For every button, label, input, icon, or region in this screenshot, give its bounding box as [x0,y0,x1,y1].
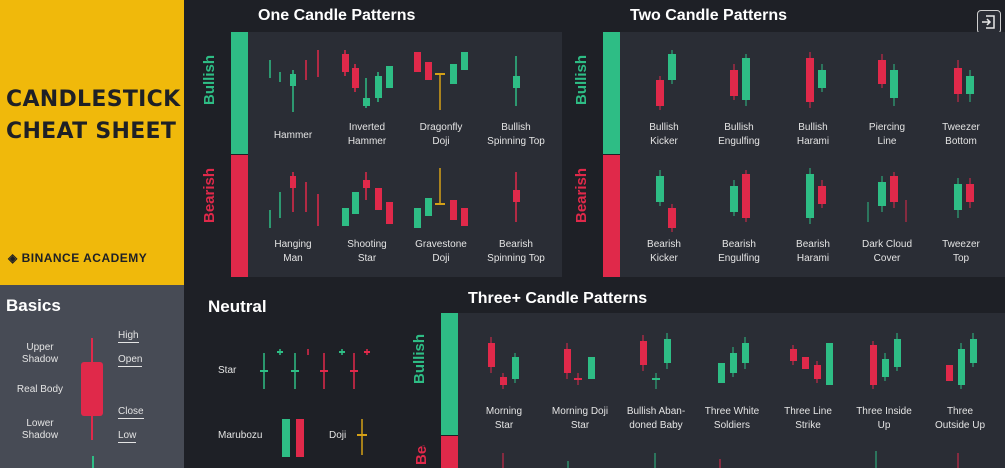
lower-shadow-label: Lower Shadow [21,418,59,441]
one-candle-bullish-label: Bullish [201,54,218,105]
morning-doji-star-candles [564,343,595,385]
three-candle-candles [488,333,977,468]
three-white-soldiers-candles [718,337,749,383]
two-candle-bearish-tab [603,155,620,277]
three-candle-bearish-label: Bearish [413,445,433,465]
pattern-label-dragonfly-doji: Dragonfly Doji [419,122,463,147]
marubozu-candles [282,419,304,457]
exit-icon[interactable] [977,10,1001,34]
pattern-label-dark-cloud-cover: Dark Cloud Cover [861,239,913,264]
gravestone-doji-candles [414,168,468,228]
pattern-label-inverted-hammer: Inverted Hammer [347,122,387,147]
pattern-label-bullish-engulfing: Bullish Engulfing [718,122,760,147]
bullish-engulfing-candles [730,54,750,106]
title-panel [0,0,184,285]
two-candle-candles [656,50,974,232]
neutral-marubozu-label: Marubozu [218,430,263,441]
pattern-label-bearish-spinning-top: Bearish Spinning Top [487,239,545,264]
neutral-star-candles [260,349,370,389]
pattern-label-bullish-spinning-top: Bullish Spinning Top [487,122,545,147]
basics-green-candle-stub [92,456,94,468]
bullish-harami-candles [806,52,826,108]
low-label: Low [118,430,137,443]
dark-cloud-cover-candles [867,172,907,222]
pattern-label-tweezer-bottom: Tweezer Bottom [942,122,980,147]
pattern-label-hammer: Hammer [273,130,313,141]
three-line-strike-candles [790,343,833,385]
pattern-label-shooting-star: Shooting Star [347,239,387,264]
three-candle-bearish-row-stubs [502,451,959,468]
two-candle-bullish-tab [603,32,620,154]
real-body-label: Real Body [16,384,64,395]
one-candle-bearish-label: Bearish [201,167,218,223]
three-inside-up-candles [870,333,901,389]
two-candle-title: Two Candle Patterns [630,7,788,24]
three-candle-bullish-label: Bullish [411,333,428,384]
title-line-1: CANDLESTICK [6,87,181,112]
doji-candle [357,419,367,455]
pattern-label-bearish-kicker: Bearish Kicker [647,239,681,264]
page-title: CANDLESTICK CHEAT SHEET [6,84,180,148]
one-candle-candles [269,50,520,228]
pattern-label-bullish-abandoned-baby: Bullish Aban-doned Baby [626,406,686,431]
one-candle-title: One Candle Patterns [258,7,416,24]
hammer-candles [269,50,319,112]
piercing-line-candles [878,54,898,106]
open-label: Open [118,354,143,367]
bullish-abandoned-baby-candles [640,333,671,389]
pattern-label-gravestone-doji: Gravestone Doji [415,239,467,264]
hanging-man-candles [269,172,319,228]
bearish-harami-candles [806,168,826,224]
bearish-spinning-top-candle [513,172,520,222]
pattern-label-tweezer-top: Tweezer Top [942,239,980,264]
pattern-label-bearish-engulfing: Bearish Engulfing [718,239,760,264]
neutral-star-label: Star [218,365,237,376]
one-candle-bullish-tab [231,32,248,154]
brand-logo: ◈ BINANCE ACADEMY [8,251,148,265]
close-label: Close [118,406,144,419]
two-candle-bullish-label: Bullish [573,54,590,105]
one-candle-panel [248,32,562,277]
basics-candle-diagram [81,338,103,440]
pattern-label-hanging-man: Hanging Man [274,239,312,264]
inverted-hammer-candles [342,50,393,108]
pattern-label-morning-doji-star: Morning Doji Star [551,406,609,431]
pattern-label-bullish-kicker: Bullish Kicker [649,122,679,147]
three-candle-bullish-tab [441,313,458,435]
basics-title: Basics [6,296,61,315]
high-label: High [118,330,139,343]
neutral-title: Neutral [208,297,267,316]
title-line-2: CHEAT SHEET [6,119,177,144]
pattern-label-three-line-strike: Three Line Strike [784,406,832,431]
three-candle-panel [458,313,1005,468]
shooting-star-candles [342,172,393,226]
pattern-label-three-outside-up: Three Outside Up [934,406,986,431]
bullish-spinning-top-candle [513,56,520,106]
upper-shadow-label: Upper Shadow [21,342,59,365]
tweezer-bottom-candles [954,60,974,102]
pattern-label-bearish-harami: Bearish Harami [796,239,830,264]
pattern-label-bullish-harami: Bullish Harami [796,122,830,147]
morning-star-candles [488,337,519,389]
pattern-label-three-inside-up: Three Inside Up [856,406,912,431]
neutral-candles [260,349,370,457]
tweezer-top-candles [954,178,974,218]
three-candle-bearish-tab [441,436,458,468]
bearish-engulfing-candles [730,170,750,222]
three-outside-up-candles [946,333,977,389]
one-candle-bearish-tab [231,155,248,277]
bearish-kicker-candles [656,170,676,232]
pattern-label-morning-star: Morning Star [485,406,523,431]
pattern-label-piercing-line: Piercing Line [868,122,906,147]
two-candle-bearish-label: Bearish [573,167,590,223]
pattern-label-three-white-soldiers: Three White Soldiers [704,406,760,431]
neutral-doji-label: Doji [329,430,347,441]
dragonfly-doji-candles [414,52,468,110]
bullish-kicker-candles [656,50,676,110]
three-candle-title: Three+ Candle Patterns [468,290,648,307]
